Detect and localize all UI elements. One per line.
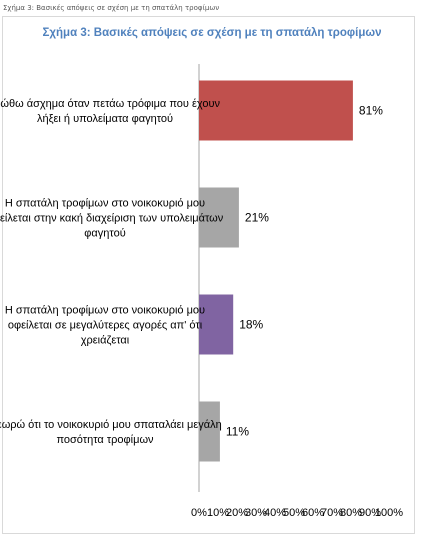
x-tick-label: 100%	[375, 507, 403, 519]
category-label-line: Η σπατάλη τροφίμων στο νοικοκυριό μου	[5, 305, 205, 317]
value-label-3: 18%	[239, 318, 263, 332]
x-tick-label: 50%	[283, 507, 305, 519]
bars-group	[199, 80, 353, 462]
category-label-2: Η σπατάλη τροφίμων στο νοικοκυριό μου οφε…	[0, 198, 224, 240]
category-label-line: Η σπατάλη τροφίμων στο νοικοκυριό μου	[5, 198, 205, 210]
x-tick-label: 0%	[191, 507, 207, 519]
x-tick-label: 20%	[226, 507, 248, 519]
category-labels: Νιώθω άσχημα όταν πετάω τρόφιμα που έχου…	[0, 98, 224, 446]
category-label-3: Η σπατάλη τροφίμων στο νοικοκυριό μου οφε…	[5, 305, 205, 347]
category-label-line: ποσότητα τροφίμων	[56, 434, 154, 446]
bar-1	[199, 80, 353, 141]
x-tick-label: 40%	[264, 507, 286, 519]
bar-4	[199, 401, 220, 462]
category-label-line: οφείλεται σε μεγαλύτερες αγορές απ' ότι	[8, 320, 203, 332]
bar-3	[199, 294, 234, 355]
value-labels: 81% 21% 18% 11%	[226, 104, 383, 439]
chart-frame	[2, 16, 415, 534]
x-tick-labels: 0% 10%20%30%40%50%60%70%80%90%100%	[191, 507, 403, 519]
x-tick-label: 10%	[207, 507, 229, 519]
value-label-2: 21%	[245, 211, 269, 225]
x-tick-label: 90%	[359, 507, 381, 519]
x-tick-label: 60%	[302, 507, 324, 519]
category-label-line: Θεωρώ ότι το νοικοκυριό μου σπαταλάει με…	[0, 419, 222, 431]
category-label-line: οφείλεται στην κακή διαχείριση των υπολε…	[0, 213, 224, 225]
x-tick-label: 70%	[321, 507, 343, 519]
category-label-line: χρειάζεται	[81, 335, 130, 347]
bar-2	[199, 187, 239, 248]
category-label-line: Νιώθω άσχημα όταν πετάω τρόφιμα που έχου…	[0, 98, 220, 110]
chart-title: Σχήμα 3: Βασικές απόψεις σε σχέση με τη …	[43, 27, 382, 39]
x-tick-label: 30%	[245, 507, 267, 519]
value-label-1: 81%	[359, 104, 383, 118]
x-tick-label: 80%	[340, 507, 362, 519]
category-label-line: φαγητού	[84, 228, 125, 240]
value-label-4: 11%	[226, 425, 249, 439]
category-label-4: Θεωρώ ότι το νοικοκυριό μου σπαταλάει με…	[0, 419, 222, 446]
figure-caption: Σχήμα 3: Βασικές απόψεις σε σχέση με τη …	[3, 4, 220, 12]
category-label-line: λήξει ή υπολείματα φαγητού	[37, 113, 173, 125]
category-label-1: Νιώθω άσχημα όταν πετάω τρόφιμα που έχου…	[0, 98, 220, 125]
